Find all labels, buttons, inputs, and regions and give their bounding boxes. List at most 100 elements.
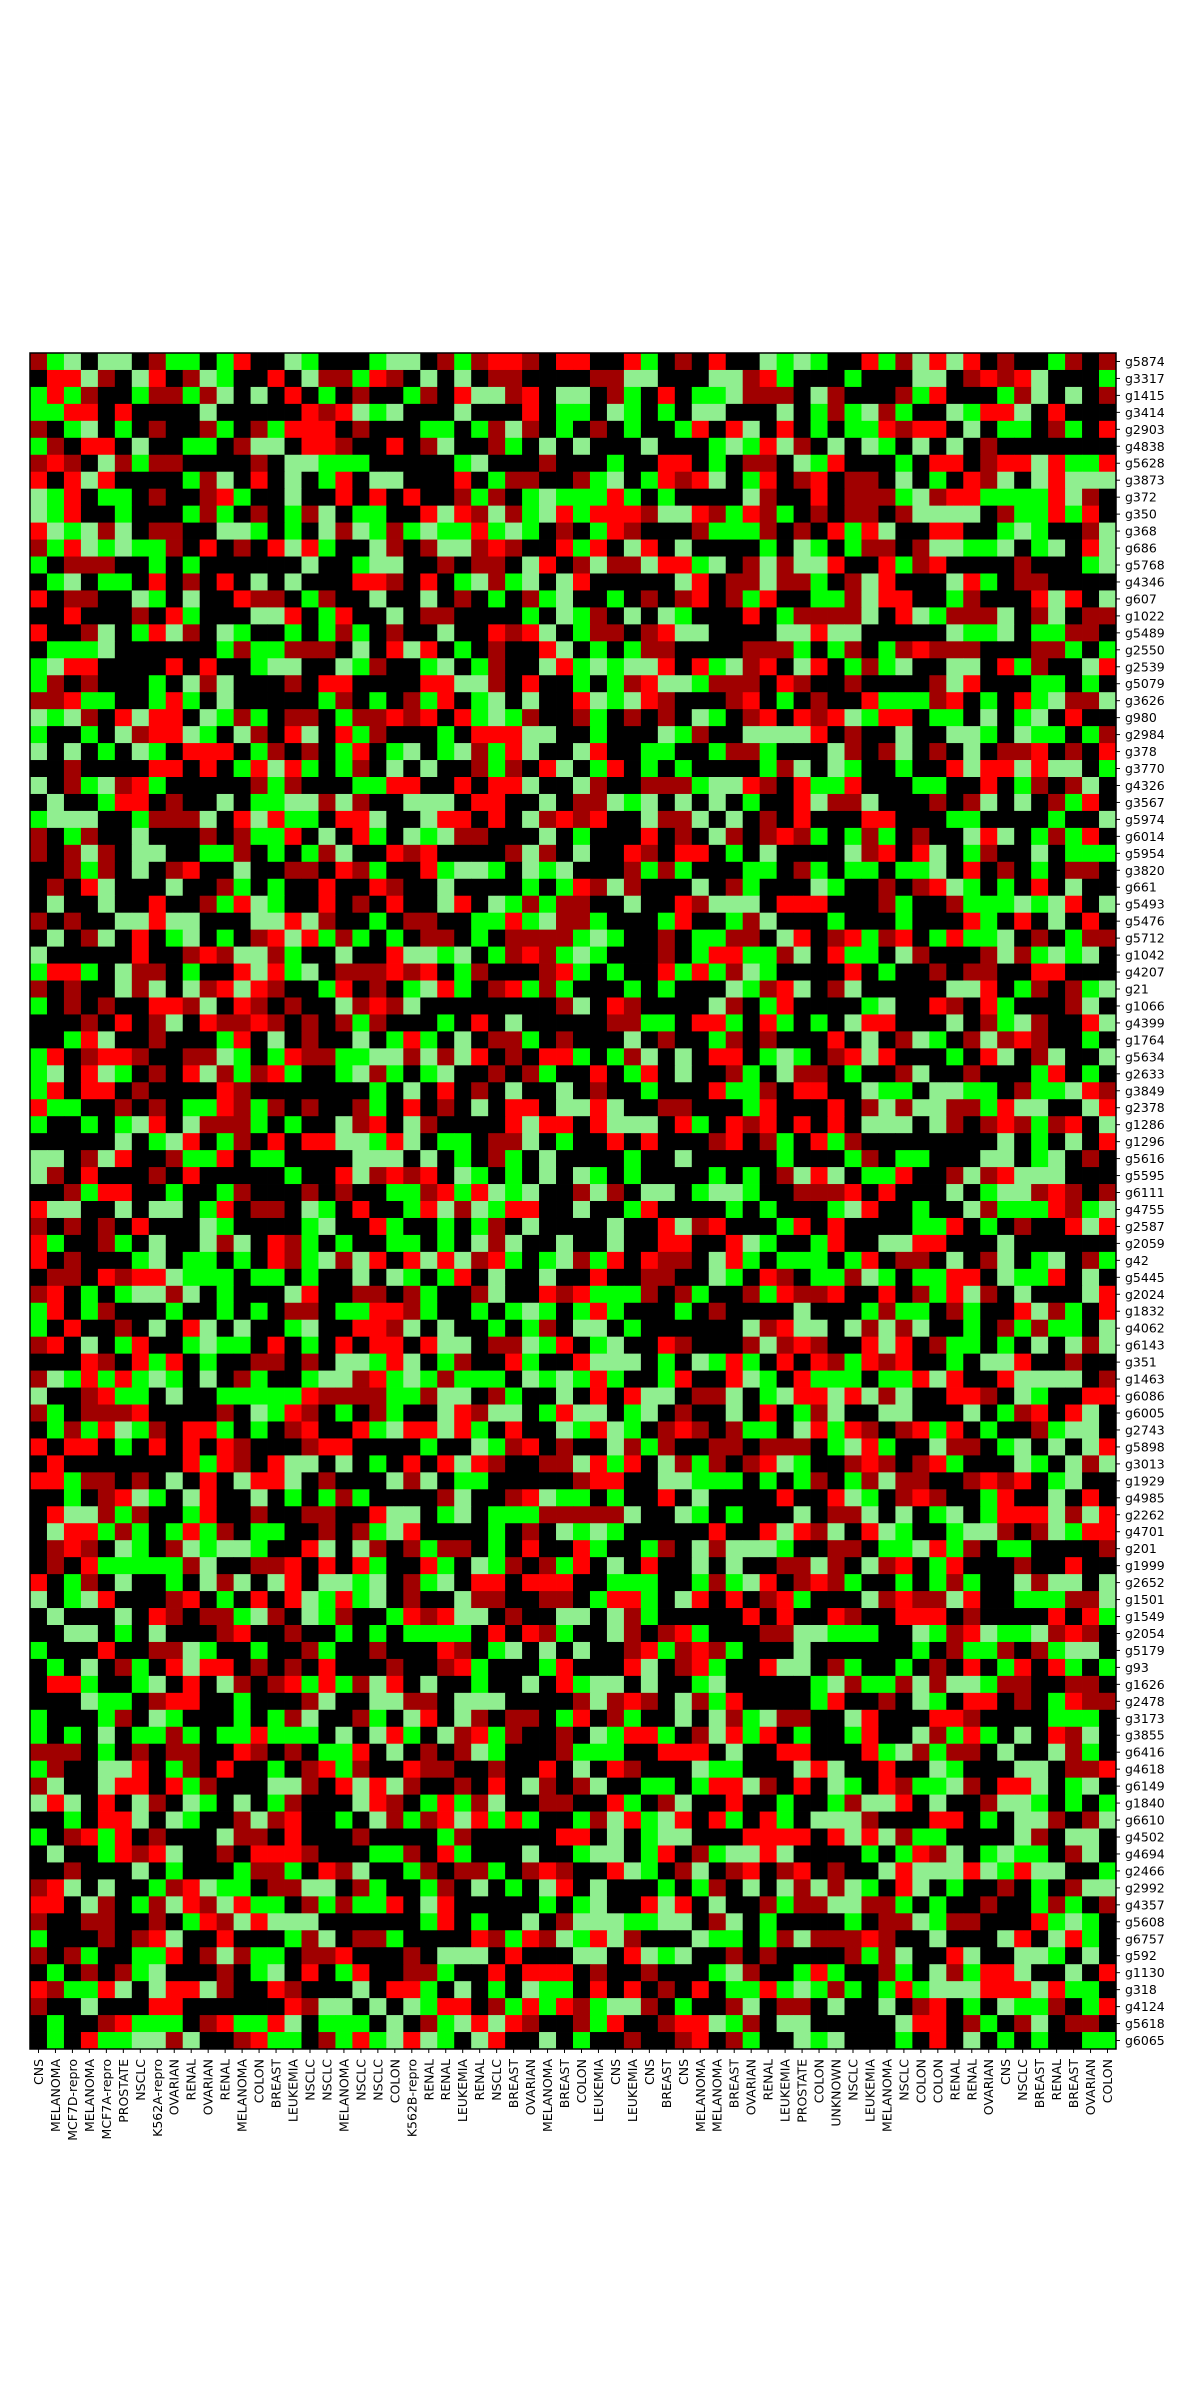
heatmap-cell [386, 505, 404, 523]
heatmap-cell [895, 1353, 913, 1371]
heatmap-cell [640, 1133, 659, 1151]
heatmap-cell [573, 658, 591, 676]
heatmap-cell [997, 1370, 1015, 1388]
heatmap-cell [539, 437, 557, 456]
heatmap-cell [827, 878, 845, 897]
heatmap-cell [233, 1234, 251, 1253]
heatmap-cell [403, 777, 421, 795]
heatmap-cell [674, 1184, 693, 1202]
heatmap-cell [250, 1116, 268, 1134]
heatmap-cell [46, 1336, 65, 1355]
heatmap-cell [793, 895, 811, 914]
heatmap-cell [114, 471, 133, 490]
heatmap-cell [725, 1472, 744, 1490]
heatmap-cell [539, 827, 557, 846]
heatmap-cell [352, 1489, 370, 1507]
heatmap-cell [1099, 505, 1117, 523]
heatmap-cell [827, 793, 845, 812]
heatmap-cell [471, 1014, 489, 1032]
heatmap-cell [352, 929, 370, 947]
heatmap-cell [165, 1150, 184, 1168]
heatmap-cell [420, 709, 438, 727]
heatmap-cell [657, 675, 676, 693]
heatmap-cell [437, 861, 455, 880]
heatmap-cell [182, 1099, 201, 1117]
heatmap-cell [335, 709, 353, 727]
heatmap-cell [827, 1285, 845, 1304]
heatmap-cell [233, 912, 251, 931]
heatmap-cell [454, 1201, 472, 1219]
heatmap-cell [1065, 539, 1083, 557]
heatmap-cell [437, 522, 455, 540]
heatmap-cell [131, 1150, 150, 1168]
heatmap-cell [97, 488, 116, 507]
heatmap-cell [674, 658, 693, 676]
heatmap-cell [759, 1217, 778, 1236]
heatmap-cell [301, 1421, 319, 1439]
heatmap-cell [131, 607, 150, 625]
heatmap-cell [776, 590, 794, 608]
heatmap-cell [640, 912, 659, 931]
heatmap-cell [216, 1201, 235, 1219]
heatmap-cell [63, 1641, 82, 1660]
heatmap-cell [946, 1438, 964, 1456]
heatmap-cell [606, 777, 625, 795]
heatmap-cell [97, 997, 116, 1015]
heatmap-cell [267, 1658, 285, 1677]
heatmap-cell [742, 573, 761, 591]
heatmap-cell [250, 1574, 268, 1592]
heatmap-cell [250, 590, 268, 608]
heatmap-cell [573, 1082, 591, 1100]
heatmap-cell [946, 1540, 964, 1558]
heatmap-cell [437, 1455, 455, 1473]
heatmap-cell [708, 793, 727, 812]
heatmap-cell [997, 488, 1015, 507]
heatmap-cell [522, 1167, 540, 1185]
heatmap-cell [759, 844, 778, 863]
heatmap-cell [776, 1641, 794, 1660]
heatmap-cell [844, 726, 862, 744]
heatmap-cell [369, 777, 387, 795]
heatmap-cell [250, 912, 268, 931]
heatmap-cell [674, 641, 693, 659]
heatmap-cell [759, 1421, 778, 1439]
heatmap-cell [691, 726, 710, 744]
heatmap-cell [589, 437, 608, 456]
heatmap-cell [284, 1438, 302, 1456]
heatmap-cell [114, 1370, 133, 1388]
heatmap-cell [759, 471, 778, 490]
heatmap-cell [759, 895, 778, 914]
heatmap-cell [742, 1268, 761, 1287]
heatmap-cell [573, 607, 591, 625]
heatmap-cell [352, 488, 370, 507]
heatmap-cell [30, 1455, 48, 1473]
heatmap-cell [606, 912, 625, 931]
heatmap-cell [1065, 1336, 1083, 1355]
heatmap-cell [878, 488, 896, 507]
heatmap-cell [1014, 607, 1032, 625]
heatmap-cell [674, 1031, 693, 1049]
heatmap-cell [640, 1336, 659, 1355]
heatmap-cell [573, 641, 591, 659]
heatmap-cell [573, 912, 591, 931]
heatmap-cell [1048, 556, 1066, 574]
heatmap-cell [420, 590, 438, 608]
heatmap-cell [505, 1370, 523, 1388]
heatmap-cell [793, 1014, 811, 1032]
heatmap-cell [810, 1404, 828, 1422]
heatmap-cell [403, 522, 421, 540]
heatmap-cell [369, 963, 387, 981]
heatmap-cell [810, 658, 828, 676]
heatmap-cell [691, 624, 710, 642]
heatmap-cell [657, 1082, 676, 1100]
heatmap-cell [946, 386, 964, 405]
heatmap-cell [369, 1302, 387, 1321]
heatmap-cell [63, 1167, 82, 1185]
heatmap-cell [471, 1065, 489, 1083]
heatmap-cell [1048, 624, 1066, 642]
heatmap-cell [46, 946, 65, 964]
heatmap-cell [759, 505, 778, 523]
heatmap-cell [1014, 386, 1032, 405]
heatmap-cell [759, 929, 778, 947]
heatmap-cell [742, 1455, 761, 1473]
